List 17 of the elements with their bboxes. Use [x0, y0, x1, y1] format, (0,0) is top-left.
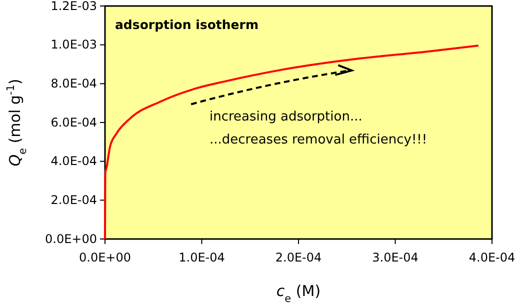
annotation: increasing adsorption... [209, 110, 362, 125]
x-tick-label: 1.0E-04 [178, 250, 225, 264]
y-tick-label: 2.0E-04 [50, 193, 97, 208]
text: adsorption isotherm [115, 17, 258, 32]
x-tick-label: 4.0E-04 [468, 250, 516, 264]
x-axis-title: c$_{e}$ (M) [276, 282, 321, 305]
annotation: ...decreases removal efficiency!!! [209, 132, 428, 148]
x-tick-label: 0.0E+00 [79, 250, 131, 264]
y-tick-label: 1.0E-03 [50, 38, 97, 52]
y-tick-label: 0.0E+00 [45, 232, 97, 246]
y-tick-label: 8.0E-04 [50, 76, 97, 91]
x-tick-label: 2.0E-04 [275, 250, 322, 264]
y-tick-label: 1.2E-03 [50, 0, 97, 13]
y-tick-label: 4.0E-04 [50, 154, 97, 168]
x-tick-label: 3.0E-04 [372, 250, 418, 264]
y-tick-label: 6.0E-04 [50, 115, 97, 130]
line-series [104, 44, 480, 240]
